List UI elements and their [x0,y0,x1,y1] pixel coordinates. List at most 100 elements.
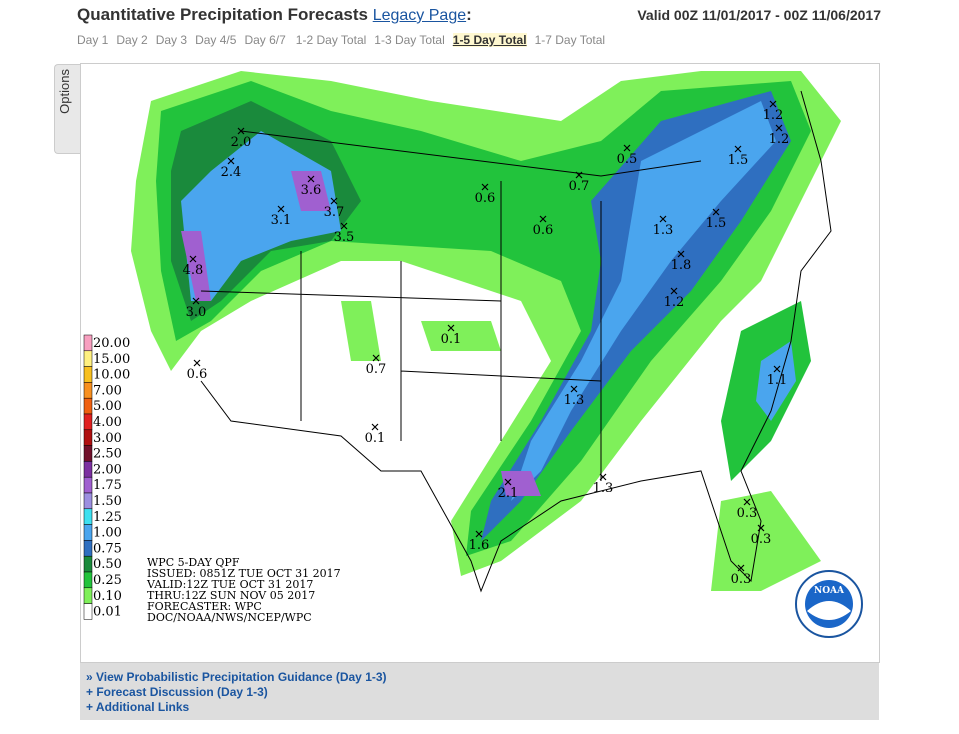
point-marker [307,175,315,183]
info-line: DOC/NOAA/NWS/NCEP/WPC [147,611,312,624]
precip-areas [131,71,841,591]
point-value: 1.8 [671,258,692,273]
point-marker [659,215,667,223]
point-marker [623,144,631,152]
point-value: 1.6 [469,538,490,553]
legend-label: 2.00 [93,462,122,477]
legend-swatch [83,587,93,604]
point-marker [539,215,547,223]
legend-swatch [83,334,93,352]
point-value: 1.1 [767,373,788,388]
point-value: 0.5 [617,152,638,167]
legend-swatch [83,429,93,446]
point-marker [757,524,765,532]
point-marker [599,473,607,481]
point-marker [372,354,380,362]
point-value: 3.1 [271,213,292,228]
point-marker [575,171,583,179]
noaa-logo: NOAA [795,570,863,638]
legend-swatch [83,461,93,478]
link[interactable]: + Forecast Discussion (Day 1-3) [86,685,268,699]
legend-label: 2.50 [93,447,122,462]
point-marker [475,530,483,538]
legend-label: 0.10 [93,589,122,604]
point-marker [775,124,783,132]
point-marker [340,222,348,230]
point-value: 1.3 [593,481,614,496]
legend-swatch [83,350,93,367]
point-marker [237,127,245,135]
point-value: 0.1 [365,431,386,446]
point-marker [189,255,197,263]
legend-swatch [83,366,93,383]
title-text: Quantitative Precipitation Forecasts [77,5,368,24]
colon: : [466,5,472,24]
point-value: 0.1 [441,332,462,347]
legend-swatch [83,397,93,415]
legend-label: 1.75 [93,478,122,493]
legend-label: 5.00 [93,399,122,414]
tab[interactable]: Day 1 [77,33,109,47]
point-marker [734,145,742,153]
tab-active[interactable]: 1-5 Day Total [452,33,527,47]
page-title: Quantitative Precipitation Forecasts Leg… [77,5,472,25]
point-value: 1.3 [564,393,585,408]
legend-swatch [83,492,93,510]
legend-swatch [83,413,93,431]
legend-swatch [83,382,93,399]
links-bar: » View Probabilistic Precipitation Guida… [80,663,879,720]
point-marker [371,423,379,431]
point-labels: 2.0 2.4 3.63.7 3.1 3.5 4.8 3.0 0.6 0.7 0.1 0.1 0.6 0… [183,100,789,587]
point-value: 2.1 [498,486,519,501]
legend-label: 20.00 [93,336,130,351]
point-value: 1.5 [728,153,749,168]
legend-swatch [83,524,93,541]
point-marker [677,250,685,258]
tab[interactable]: 1-2 Day Total [295,33,367,47]
tab[interactable]: Day 3 [155,33,188,47]
info-line: FORECASTER: WPC [147,600,262,613]
point-marker [192,297,200,305]
tab[interactable]: Day 6/7 [244,33,286,47]
legend-label: 0.75 [93,541,122,556]
legend-swatch [83,508,93,525]
point-value: 3.5 [334,230,355,245]
legend-swatch [83,603,93,620]
legacy-link[interactable]: Legacy Page [372,7,467,24]
legend-label: 0.50 [93,557,122,572]
legend-label: 0.25 [93,573,122,588]
legend-label: 10.00 [93,368,130,383]
info-line: THRU:12Z SUN NOV 05 2017 [147,589,315,602]
valid-time: Valid 00Z 11/01/2017 - 00Z 11/06/2017 [637,7,881,23]
legend-label: 3.00 [93,431,122,446]
point-value: 3.0 [186,305,207,320]
tab[interactable]: 1-7 Day Total [534,33,606,47]
link[interactable]: + Additional Links [86,700,190,714]
point-value: 0.3 [737,506,758,521]
point-marker [193,359,201,367]
legend-label: 0.01 [93,605,122,620]
info-line: ISSUED: 0851Z TUE OCT 31 2017 [147,567,341,580]
point-marker [737,564,745,572]
point-value: 1.2 [763,108,784,123]
options-tab[interactable]: Options [54,64,81,154]
legend-swatch [83,476,93,494]
tab[interactable]: Day 2 [116,33,148,47]
point-value: 0.7 [366,362,387,377]
point-value: 0.3 [731,572,752,587]
tab[interactable]: Day 4/5 [195,33,237,47]
legend-swatch [83,445,93,462]
point-value: 2.0 [231,135,252,150]
tab[interactable]: 1-3 Day Total [374,33,445,47]
point-value: 1.5 [706,216,727,231]
point-marker [670,287,678,295]
point-marker [570,385,578,393]
link[interactable]: » View Probabilistic Precipitation Guida… [86,670,387,684]
boundaries [200,90,832,593]
point-marker [773,365,781,373]
options-label: Options [57,69,72,114]
point-marker [330,197,338,205]
legend-label: 4.00 [93,415,122,430]
